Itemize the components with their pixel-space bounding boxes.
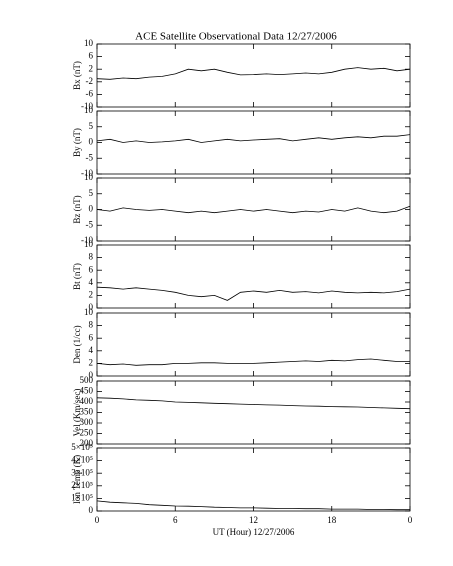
y-tick-label: 5×10⁵ [71, 442, 93, 452]
y-tick-label: 0 [89, 137, 94, 147]
y-tick-label: 1×10⁵ [71, 492, 93, 502]
panel-frame [96, 110, 411, 175]
y-tick-label: 8 [89, 252, 94, 262]
y-tick-label: -10 [81, 235, 93, 245]
y-tick-label: 2 [89, 357, 94, 367]
x-tick-label: 12 [249, 515, 258, 525]
y-tick-label: 8 [89, 320, 94, 330]
y-axis-label: Ion Temp (K) [72, 455, 82, 504]
y-tick-label: 300 [80, 417, 94, 427]
x-tick-label: 18 [327, 515, 337, 525]
y-tick-label: 6 [89, 332, 94, 342]
y-tick-label: 0 [89, 370, 94, 380]
y-tick-label: 500 [80, 375, 94, 385]
y-tick-label: 450 [80, 386, 94, 396]
panel-frame [96, 43, 411, 108]
y-tick-label: 0 [89, 204, 94, 214]
y-tick-label: 4×10⁵ [71, 455, 93, 465]
y-tick-label: 2 [89, 63, 94, 73]
y-tick-label: 2×10⁵ [71, 480, 93, 490]
panel-frame [96, 380, 411, 445]
y-tick-label: -2 [86, 76, 94, 86]
trace [96, 286, 411, 301]
y-tick-label: 200 [80, 438, 94, 448]
y-tick-label: 10 [84, 38, 94, 48]
y-axis-label: Bz (nT) [72, 195, 82, 223]
y-axis-label: Den (1/cc) [72, 325, 82, 363]
y-tick-label: 10 [84, 105, 94, 115]
trace [96, 134, 411, 143]
trace [96, 500, 410, 511]
trace [96, 358, 410, 366]
y-tick-label: 2 [89, 289, 94, 299]
y-tick-label: 4 [89, 345, 94, 355]
y-tick-label: -6 [86, 88, 94, 98]
trace [96, 67, 411, 80]
y-tick-label: 3×10⁵ [71, 467, 93, 477]
y-tick-label: 6 [89, 264, 94, 274]
y-tick-label: 6 [89, 51, 94, 61]
trace [96, 397, 411, 410]
y-tick-label: 10 [84, 172, 94, 182]
x-tick-label: 0 [95, 515, 100, 525]
y-tick-label: 250 [80, 428, 94, 438]
y-tick-label: -5 [86, 219, 94, 229]
y-tick-label: 5 [89, 121, 94, 131]
x-axis-label: UT (Hour) 12/27/2006 [213, 527, 295, 537]
y-axis-label: Bx (nT) [72, 61, 82, 90]
y-tick-label: 350 [80, 407, 94, 417]
chart-title: ACE Satellite Observational Data 12/27/2… [135, 31, 337, 43]
y-tick-label: 0 [89, 505, 94, 515]
y-tick-label: 4 [89, 277, 94, 287]
y-tick-label: 10 [84, 307, 94, 317]
y-tick-label: 400 [80, 396, 94, 406]
panel-frame [96, 312, 411, 377]
panel-frame [96, 447, 411, 512]
x-tick-label: 6 [173, 515, 178, 525]
y-axis-label: By (nT) [72, 128, 82, 157]
y-tick-label: 0 [89, 302, 94, 312]
y-tick-label: -10 [81, 101, 93, 111]
y-tick-label: 5 [89, 188, 94, 198]
y-tick-label: -5 [86, 152, 94, 162]
x-tick-label: 0 [408, 515, 413, 525]
y-axis-label: Bt (nT) [72, 263, 82, 290]
trace [96, 205, 411, 214]
y-tick-label: 10 [84, 239, 94, 249]
y-tick-label: -10 [81, 168, 93, 178]
y-axis-label: Vel (Km/sec) [72, 389, 82, 437]
panel-frame [96, 244, 411, 309]
